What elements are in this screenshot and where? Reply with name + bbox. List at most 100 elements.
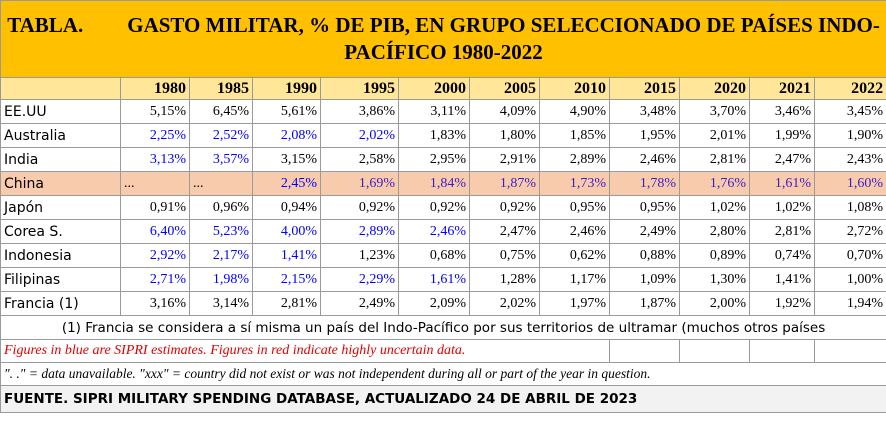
value-cell: 1,92%	[749, 291, 815, 316]
value-cell: 0,88%	[609, 243, 680, 268]
unavailable-note: ". ." = data unavailable. "xxx" = countr…	[0, 362, 886, 386]
value-cell: 0,89%	[679, 243, 750, 268]
value-cell: 3,15%	[252, 147, 321, 172]
value-cell: 2,08%	[252, 123, 321, 148]
value-cell: 2,25%	[120, 123, 190, 148]
value-cell: 0,94%	[252, 195, 321, 220]
empty-cell	[679, 339, 750, 363]
country-name: Filipinas	[0, 267, 121, 292]
value-cell: 1,61%	[749, 171, 815, 196]
table-title: GASTO MILITAR, % DE PIB, EN GRUPO SELECC…	[127, 13, 880, 64]
value-cell: 1,84%	[398, 171, 470, 196]
value-cell: 2,91%	[469, 147, 540, 172]
value-cell: 1,23%	[320, 243, 399, 268]
value-cell: 2,09%	[398, 291, 470, 316]
footnote-row: (1) Francia se considera a sí misma un p…	[0, 315, 886, 340]
value-cell: 0,96%	[189, 195, 253, 220]
value-cell: 2,15%	[252, 267, 321, 292]
value-cell: 5,23%	[189, 219, 253, 244]
value-cell: ...	[189, 171, 253, 196]
year-header: 1980	[120, 77, 190, 100]
value-cell: 2,80%	[679, 219, 750, 244]
value-cell: 0,95%	[539, 195, 610, 220]
empty-cell	[813, 339, 886, 363]
empty-cell	[749, 339, 815, 363]
value-cell: 1,61%	[398, 267, 470, 292]
header-blank	[0, 77, 121, 100]
legend-note: Figures in blue are SIPRI estimates. Fig…	[0, 339, 610, 363]
value-cell: 2,58%	[320, 147, 399, 172]
value-cell: 1,30%	[679, 267, 750, 292]
value-cell: ...	[120, 171, 190, 196]
value-cell: 0,74%	[749, 243, 815, 268]
value-cell: 2,95%	[398, 147, 470, 172]
value-cell: 2,47%	[469, 219, 540, 244]
year-header: 2000	[398, 77, 470, 100]
data-row: Francia (1) 3,16% 3,14% 2,81% 2,49% 2,09% 2,02…	[0, 291, 886, 316]
value-cell: 2,46%	[609, 147, 680, 172]
country-name: China	[0, 171, 121, 196]
value-cell: 3,16%	[120, 291, 190, 316]
value-cell: 4,00%	[252, 219, 321, 244]
value-cell: 2,02%	[469, 291, 540, 316]
value-cell: 3,13%	[120, 147, 190, 172]
value-cell: 1,78%	[609, 171, 680, 196]
value-cell: 1,94%	[813, 291, 886, 316]
value-cell: 2,01%	[679, 123, 750, 148]
value-cell: 1,17%	[539, 267, 610, 292]
unavailable-row: ". ." = data unavailable. "xxx" = countr…	[0, 362, 886, 386]
value-cell: 2,00%	[679, 291, 750, 316]
empty-cell	[609, 339, 680, 363]
value-cell: 0,92%	[320, 195, 399, 220]
value-cell: 3,48%	[609, 99, 680, 124]
year-header: 2010	[539, 77, 610, 100]
value-cell: 2,71%	[120, 267, 190, 292]
value-cell: 2,45%	[252, 171, 321, 196]
value-cell: 1,69%	[320, 171, 399, 196]
title-row: TABLA. GASTO MILITAR, % DE PIB, EN GRUPO …	[0, 0, 886, 78]
value-cell: 3,70%	[679, 99, 750, 124]
value-cell: 5,15%	[120, 99, 190, 124]
value-cell: 2,52%	[189, 123, 253, 148]
year-header: 2022	[813, 77, 886, 100]
country-name: Francia (1)	[0, 291, 121, 316]
source-note: FUENTE. SIPRI MILITARY SPENDING DATABASE…	[0, 385, 886, 413]
value-cell: 0,91%	[120, 195, 190, 220]
value-cell: 2,46%	[539, 219, 610, 244]
data-row: India 3,13% 3,57% 3,15% 2,58% 2,95% 2,91% 2,89%…	[0, 147, 886, 172]
value-cell: 2,49%	[320, 291, 399, 316]
value-cell: 5,61%	[252, 99, 321, 124]
year-header: 2021	[749, 77, 815, 100]
value-cell: 1,09%	[609, 267, 680, 292]
country-name: Indonesia	[0, 243, 121, 268]
legend-row: Figures in blue are SIPRI estimates. Fig…	[0, 339, 886, 363]
year-header: 1995	[320, 77, 399, 100]
data-row: China...... 2,45% 1,69% 1,84% 1,87% 1,73% 1,78…	[0, 171, 886, 196]
data-row: EE.UU 5,15% 6,45% 5,61% 3,86% 3,11% 4,09% 4,90%…	[0, 99, 886, 124]
value-cell: 2,89%	[539, 147, 610, 172]
table-label: TABLA.	[7, 13, 84, 37]
value-cell: 1,00%	[813, 267, 886, 292]
value-cell: 1,28%	[469, 267, 540, 292]
country-name: Corea S.	[0, 219, 121, 244]
value-cell: 3,86%	[320, 99, 399, 124]
value-cell: 2,72%	[813, 219, 886, 244]
country-name: EE.UU	[0, 99, 121, 124]
value-cell: 1,95%	[609, 123, 680, 148]
value-cell: 1,76%	[679, 171, 750, 196]
value-cell: 0,92%	[469, 195, 540, 220]
value-cell: 1,73%	[539, 171, 610, 196]
value-cell: 0,68%	[398, 243, 470, 268]
footnote: (1) Francia se considera a sí misma un p…	[0, 315, 886, 340]
value-cell: 4,09%	[469, 99, 540, 124]
value-cell: 0,70%	[813, 243, 886, 268]
country-name: Japón	[0, 195, 121, 220]
value-cell: 1,87%	[609, 291, 680, 316]
title-cell: TABLA. GASTO MILITAR, % DE PIB, EN GRUPO …	[0, 0, 886, 78]
value-cell: 1,41%	[749, 267, 815, 292]
value-cell: 4,90%	[539, 99, 610, 124]
year-header: 2015	[609, 77, 680, 100]
value-cell: 2,92%	[120, 243, 190, 268]
value-cell: 2,02%	[320, 123, 399, 148]
